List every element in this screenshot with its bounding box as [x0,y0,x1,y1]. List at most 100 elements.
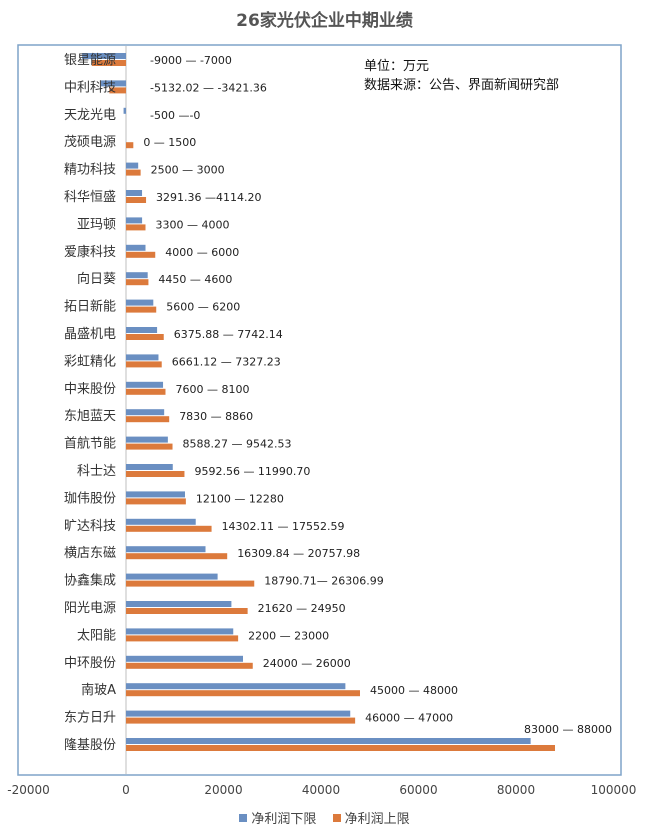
bar-upper-10 [126,334,164,340]
category-label-1: 中利科技 [64,80,116,95]
data-label-14: 8588.27 — 9542.53 [183,438,292,451]
bar-upper-4 [126,169,141,176]
data-label-11: 6661.12 — 7327.23 [172,355,281,368]
bar-upper-14 [126,443,173,450]
x-tick-label-1: 0 [122,783,130,797]
bar-lower-10 [126,327,158,333]
category-label-5: 科华恒盛 [64,190,116,205]
bar-upper-24 [126,717,356,724]
category-label-10: 晶盛机电 [64,327,116,342]
category-label-20: 阳光电源 [64,601,116,616]
bar-lower-1 [100,80,126,87]
legend-swatch-upper [332,813,341,822]
bar-lower-5 [126,190,143,196]
bar-upper-6 [126,224,146,231]
data-label-8: 4450 — 4600 [158,273,232,286]
x-tick-label-0: -20000 [7,783,50,797]
x-tick-label-4: 60000 [399,783,437,797]
bar-lower-21 [126,628,234,635]
bar-lower-23 [126,683,346,690]
category-label-25: 隆基股份 [64,738,116,753]
data-label-25: 83000 — 88000 [524,723,612,736]
category-label-15: 科士达 [77,464,116,479]
data-label-12: 7600 — 8100 [175,383,249,396]
category-label-22: 中环股份 [64,656,116,671]
data-label-10: 6375.88 — 7742.14 [174,328,283,341]
bar-upper-3 [126,142,134,149]
data-label-21: 2200 — 23000 [248,629,329,642]
data-label-23: 45000 — 48000 [370,684,458,697]
bar-upper-11 [126,361,162,368]
data-label-3: 0 — 1500 [143,136,196,149]
legend: 净利润下限 净利润上限 [0,808,649,827]
bar-lower-18 [126,546,206,553]
category-label-6: 亚玛顿 [77,217,116,232]
bar-lower-8 [126,272,148,279]
bar-upper-25 [126,745,555,751]
bar-lower-22 [126,655,243,662]
bar-upper-20 [126,608,248,614]
bar-lower-15 [126,464,173,470]
category-label-3: 茂硕电源 [64,135,116,150]
x-tick-label-2: 20000 [204,783,242,797]
bar-lower-2 [123,107,126,114]
bar-lower-12 [126,381,164,388]
bar-lower-6 [126,217,143,224]
category-label-21: 太阳能 [77,628,116,643]
data-label-16: 12100 — 12280 [196,492,284,505]
bar-upper-0 [91,60,126,66]
bars-layer: 银星能源 -9000 — -7000 中利科技 -5132.02 — -3421.36… [64,46,612,774]
bar-lower-25 [126,738,531,744]
chart-title: 26家光伏企业中期业绩 [236,11,413,31]
data-label-2: -500 —-0 [150,109,200,122]
legend-item-lower: 净利润下限 [239,808,316,827]
data-label-22: 24000 — 26000 [263,657,351,670]
bar-lower-19 [126,573,218,580]
category-label-18: 横店东磁 [64,546,116,561]
bar-upper-19 [126,580,255,587]
data-label-18: 16309.84 — 20757.98 [237,547,360,560]
bar-upper-13 [126,416,170,423]
data-label-15: 9592.56 — 11990.70 [194,465,310,478]
category-label-2: 天龙光电 [64,108,116,123]
bar-lower-0 [82,53,126,59]
category-label-4: 精功科技 [64,163,116,178]
bar-upper-23 [126,690,360,697]
plot-border [17,44,622,776]
bar-upper-8 [126,279,149,286]
category-label-24: 东方日升 [64,710,116,726]
category-label-14: 首航节能 [64,436,116,452]
bar-lower-24 [126,710,351,717]
data-label-0: -9000 — -7000 [150,54,232,67]
bar-lower-4 [126,162,139,169]
source-note: 数据来源：公告、界面新闻研究部 [364,77,559,93]
bar-lower-7 [126,244,146,251]
category-label-23: 南玻A [81,682,116,698]
bar-lower-17 [126,518,196,525]
bar-upper-17 [126,525,212,532]
legend-item-upper: 净利润上限 [332,808,410,827]
data-label-4: 2500 — 3000 [151,164,225,177]
x-tick-label-6: 100000 [591,783,637,797]
legend-swatch-lower [239,813,248,822]
bar-upper-18 [126,553,228,560]
data-label-9: 5600 — 6200 [166,301,240,314]
legend-label-upper: 净利润上限 [344,812,410,827]
category-label-0: 银星能源 [64,53,116,68]
category-label-17: 旷达科技 [64,519,116,534]
bar-lower-13 [126,409,165,416]
data-label-7: 4000 — 6000 [165,246,239,259]
category-label-16: 珈伟股份 [64,491,116,506]
category-label-11: 彩虹精化 [64,354,116,369]
data-label-1: -5132.02 — -3421.36 [150,81,267,94]
category-label-9: 拓日新能 [64,299,116,315]
bar-lower-9 [126,299,154,306]
bar-upper-16 [126,498,186,505]
data-label-20: 21620 — 24950 [258,602,346,615]
category-label-19: 协鑫集成 [64,573,116,589]
category-label-7: 爱康科技 [64,244,116,260]
unit-note: 单位：万元 [364,59,429,74]
bar-upper-22 [126,662,253,669]
category-label-13: 东旭蓝天 [64,409,116,424]
